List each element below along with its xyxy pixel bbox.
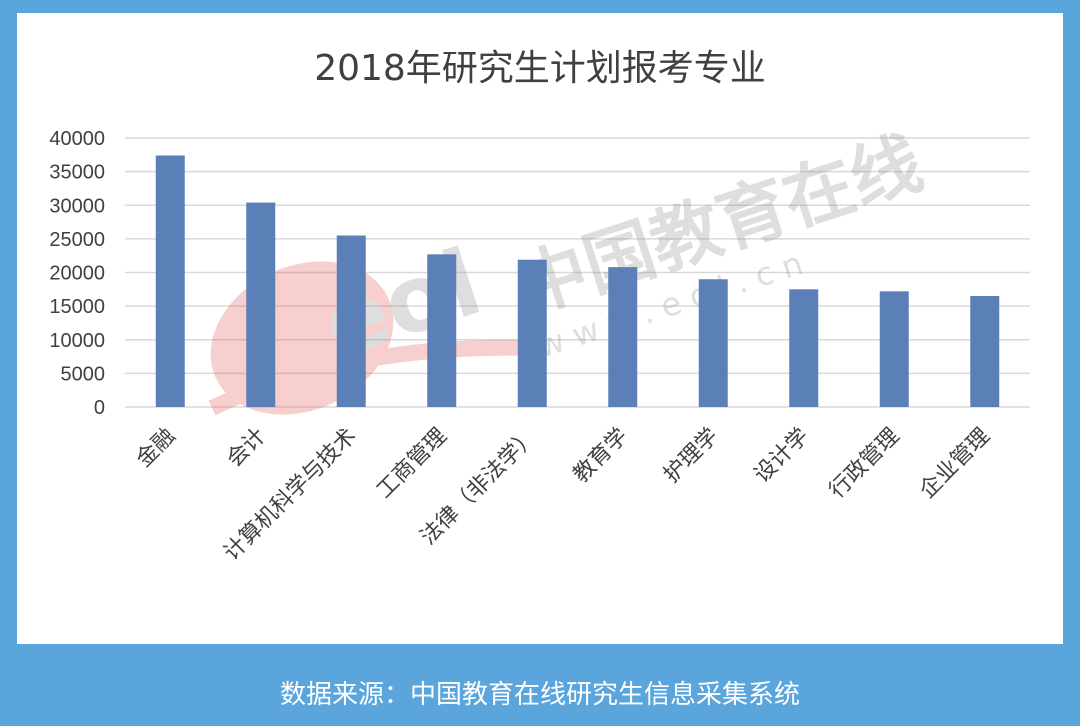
watermark: eol 中国教育在线 w w w . e o l . c n bbox=[208, 121, 932, 416]
y-tick-label: 30000 bbox=[49, 195, 105, 217]
y-tick-label: 35000 bbox=[49, 162, 105, 184]
y-tick-label: 40000 bbox=[49, 128, 105, 150]
y-tick-label: 10000 bbox=[49, 330, 105, 352]
chart-title: 2018年研究生计划报考专业 bbox=[314, 48, 766, 89]
y-tick-label: 0 bbox=[94, 397, 105, 419]
bar-3 bbox=[427, 254, 457, 407]
bar-1 bbox=[246, 202, 276, 407]
chart-panel: 2018年研究生计划报考专业 0 5000 10000 15000 20000 25000… bbox=[17, 13, 1063, 644]
y-tick-label: 15000 bbox=[49, 296, 105, 318]
y-tick-labels: 0 5000 10000 15000 20000 25000 30000 35000 40000 bbox=[49, 128, 105, 419]
x-tick-label: 会计 bbox=[222, 424, 271, 473]
bar-9 bbox=[970, 296, 1000, 407]
x-tick-label: 金融 bbox=[132, 424, 181, 473]
bar-chart: 2018年研究生计划报考专业 0 5000 10000 15000 20000 25000… bbox=[49, 48, 1030, 566]
bar-2 bbox=[336, 235, 366, 407]
bar-6 bbox=[698, 279, 728, 407]
bars bbox=[155, 155, 1000, 407]
bar-4 bbox=[517, 259, 547, 407]
x-tick-label: 设计学 bbox=[750, 424, 814, 488]
data-source-note: 数据来源：中国教育在线研究生信息采集系统 bbox=[279, 680, 800, 710]
y-tick-label: 5000 bbox=[61, 363, 106, 385]
x-tick-label: 工商管理 bbox=[372, 424, 452, 504]
bar-8 bbox=[879, 291, 909, 407]
bar-5 bbox=[608, 267, 638, 407]
grid-lines bbox=[125, 137, 1030, 408]
y-tick-label: 25000 bbox=[49, 229, 105, 251]
x-tick-label: 护理学 bbox=[659, 424, 723, 488]
bar-7 bbox=[789, 289, 819, 407]
x-tick-label: 行政管理 bbox=[825, 424, 905, 504]
y-tick-label: 20000 bbox=[49, 263, 105, 285]
x-tick-label: 教育学 bbox=[569, 424, 633, 488]
bar-0 bbox=[155, 155, 185, 407]
x-tick-label: 企业管理 bbox=[915, 424, 995, 504]
